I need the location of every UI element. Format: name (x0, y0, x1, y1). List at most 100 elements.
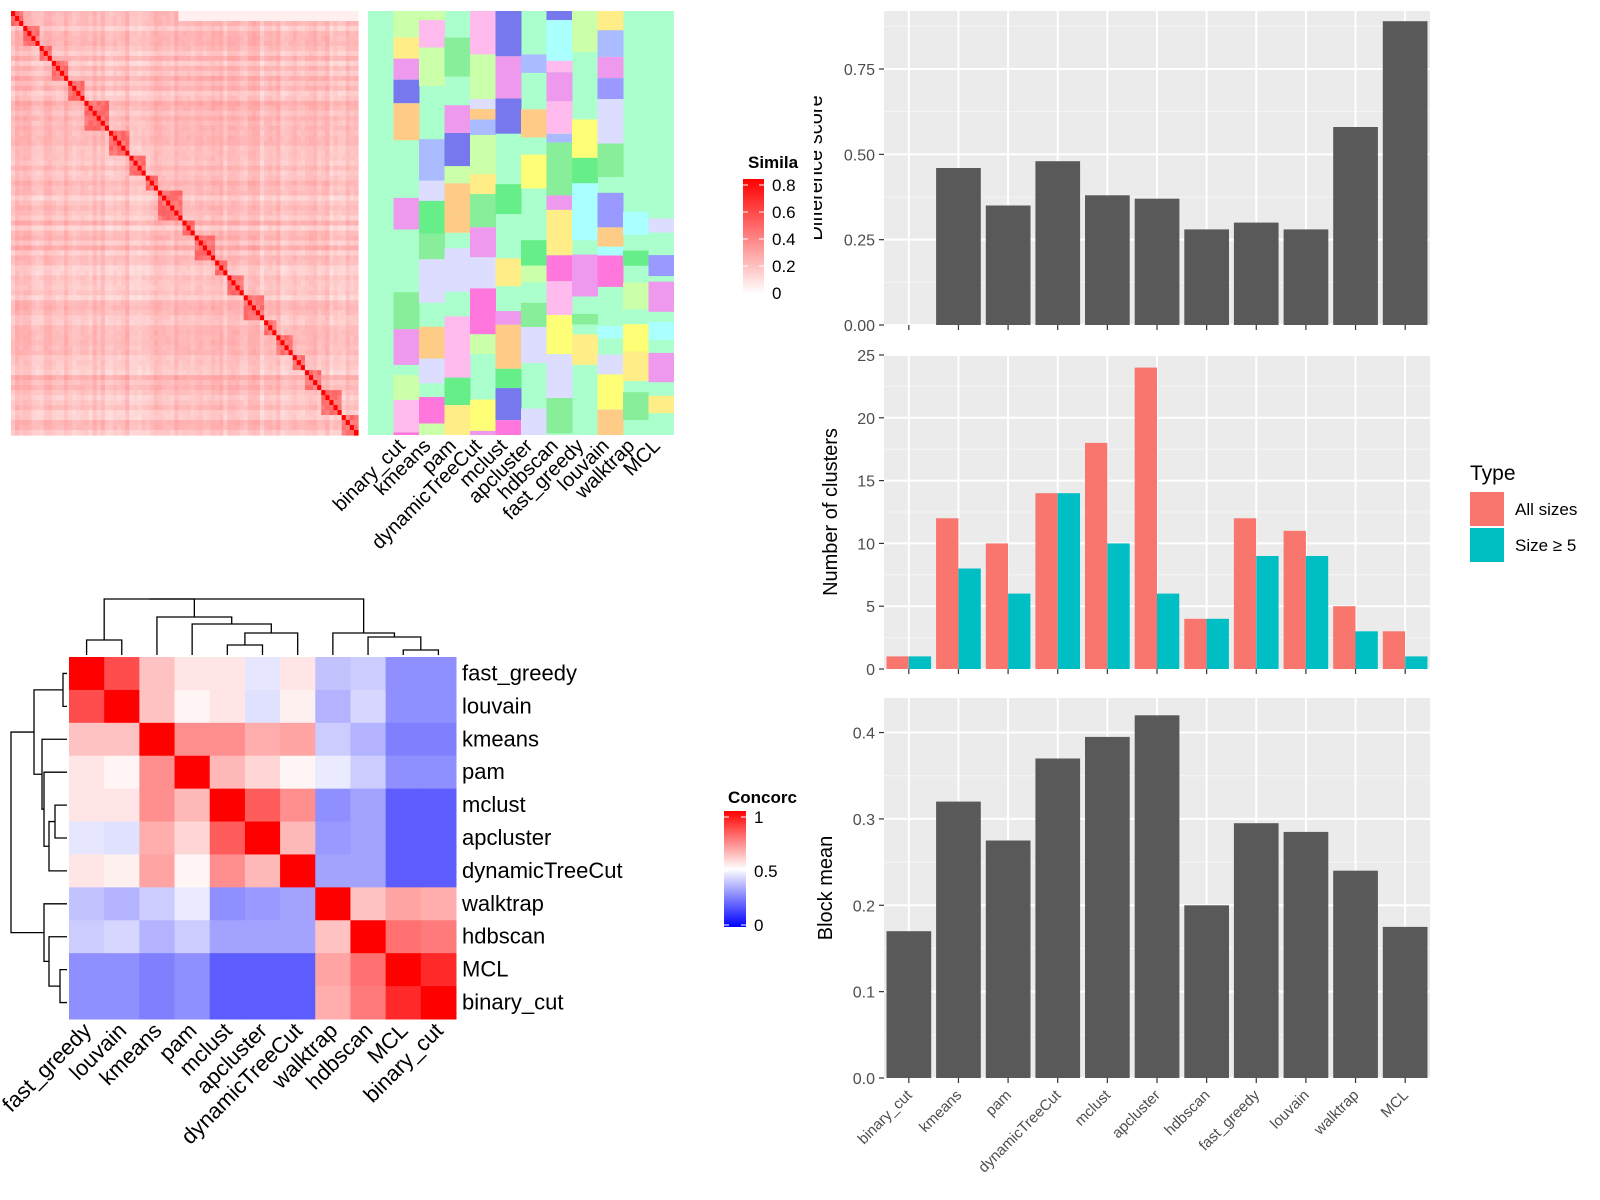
similarity-cell (27, 25, 33, 32)
similarity-cell (170, 285, 175, 291)
similarity-cell (341, 110, 347, 117)
similarity-cell (121, 160, 126, 167)
similarity-cell (27, 220, 33, 227)
similarity-cell (272, 185, 277, 192)
similarity-cell (345, 240, 351, 247)
similarity-cell (268, 235, 273, 242)
similarity-cell (219, 170, 224, 177)
similarity-cell (145, 165, 151, 172)
similarity-cell (268, 230, 273, 237)
similarity-cell (317, 270, 322, 276)
similarity-cell (72, 105, 77, 112)
similarity-cell (255, 20, 261, 27)
similarity-cell (88, 40, 94, 47)
similarity-cell (80, 200, 86, 207)
similarity-cell (39, 300, 45, 306)
similarity-cell (206, 100, 212, 107)
similarity-cell (104, 295, 110, 301)
similarity-cell (15, 90, 20, 97)
similarity-cell (149, 35, 155, 42)
similarity-cell (268, 20, 273, 27)
similarity-cell (186, 165, 192, 172)
similarity-cell (64, 290, 69, 296)
similarity-cell (59, 265, 65, 271)
similarity-cell (59, 250, 65, 257)
similarity-cell (113, 130, 118, 137)
similarity-cell (182, 225, 188, 232)
similarity-cell (100, 35, 106, 42)
similarity-cell (243, 220, 249, 227)
similarity-cell (239, 150, 245, 157)
similarity-cell (104, 65, 110, 72)
similarity-cell (100, 295, 106, 301)
similarity-cell (255, 275, 261, 281)
similarity-cell (206, 80, 212, 87)
similarity-cell (284, 45, 290, 52)
similarity-cell (76, 185, 81, 192)
similarity-cell (288, 180, 294, 187)
similarity-cell (206, 65, 212, 72)
similarity-cell (166, 205, 171, 212)
similarity-cell (333, 80, 339, 87)
similarity-cell (235, 60, 241, 67)
similarity-cell (137, 145, 143, 152)
similarity-cell (231, 105, 237, 112)
similarity-cell (121, 240, 126, 247)
similarity-cell (186, 260, 192, 266)
similarity-cell (284, 285, 290, 291)
similarity-cell (280, 300, 286, 306)
similarity-cell (317, 280, 322, 286)
similarity-cell (223, 215, 228, 222)
similarity-cell (264, 210, 269, 217)
similarity-cell (84, 210, 90, 217)
similarity-cell (174, 20, 179, 27)
similarity-cell (247, 135, 253, 142)
similarity-cell (264, 11, 269, 17)
similarity-cell (76, 210, 81, 217)
similarity-cell (333, 130, 339, 137)
similarity-cell (64, 90, 69, 97)
similarity-cell (104, 160, 110, 167)
similarity-cell (76, 85, 81, 92)
similarity-cell (51, 50, 57, 57)
similarity-cell (268, 105, 273, 112)
similarity-cell (39, 290, 45, 296)
similarity-cell (309, 35, 314, 42)
similarity-cell (108, 130, 114, 137)
similarity-cell (80, 145, 86, 152)
similarity-cell (247, 40, 253, 47)
similarity-cell (43, 40, 49, 47)
similarity-cell (239, 145, 245, 152)
similarity-cell (227, 25, 233, 32)
similarity-cell (141, 55, 147, 62)
similarity-cell (215, 55, 220, 62)
similarity-cell (206, 75, 212, 82)
similarity-cell (76, 55, 81, 62)
similarity-cell (353, 45, 359, 52)
similarity-cell (284, 280, 290, 286)
similarity-cell (162, 295, 167, 301)
similarity-cell (157, 210, 163, 217)
similarity-cell (92, 30, 98, 37)
similarity-cell (47, 265, 53, 271)
similarity-cell (117, 250, 122, 257)
similarity-cell (349, 125, 355, 132)
similarity-cell (243, 145, 249, 152)
similarity-cell (198, 120, 204, 127)
similarity-cell (84, 255, 90, 262)
similarity-cell (288, 165, 294, 172)
similarity-cell (76, 35, 81, 42)
similarity-cell (223, 25, 228, 32)
similarity-cell (170, 195, 175, 202)
similarity-cell (182, 260, 188, 266)
similarity-cell (227, 220, 233, 227)
similarity-cell (317, 135, 322, 142)
similarity-cell (113, 235, 118, 242)
similarity-cell (247, 100, 253, 107)
similarity-cell (280, 25, 286, 32)
similarity-cell (251, 275, 257, 281)
similarity-cell (108, 190, 114, 197)
similarity-cell (121, 80, 126, 87)
similarity-cell (333, 200, 339, 207)
similarity-cell (113, 265, 118, 271)
